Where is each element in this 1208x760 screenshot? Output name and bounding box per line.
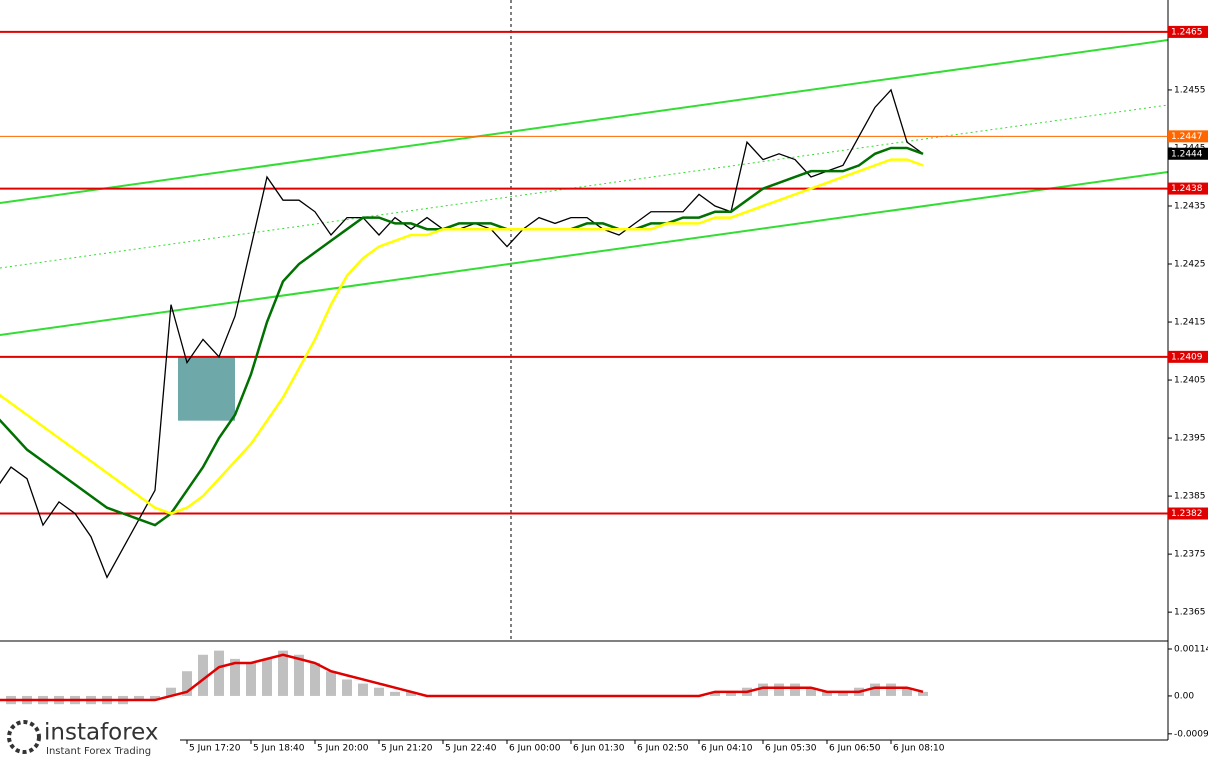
histogram-bar (822, 691, 832, 696)
y-tick-label: 0.00 (1174, 691, 1194, 701)
histogram-bar (374, 687, 384, 696)
x-tick-label: 6 Jun 05:30 (765, 744, 817, 754)
level-label-bg (1168, 507, 1208, 520)
histogram-bar (902, 687, 912, 696)
series-line (0, 146, 924, 527)
histogram-bar (406, 691, 416, 696)
y-tick-label: 1.2455 (1174, 85, 1206, 95)
histogram-bar (342, 679, 352, 696)
channel-upper (0, 39, 1168, 204)
level-label: 1.2409 (1171, 352, 1203, 362)
histogram-bar (310, 663, 320, 696)
histogram-bar (294, 654, 304, 696)
last-price-label: 1.2444 (1171, 149, 1203, 159)
level-label-bg (1168, 182, 1208, 195)
histogram-bar (214, 650, 224, 696)
histogram-bar (758, 683, 768, 696)
histogram-bar (134, 695, 144, 701)
x-tick-label: 5 Jun 17:20 (189, 744, 241, 754)
histogram-bar (886, 683, 896, 696)
channel-mid (0, 104, 1168, 269)
x-tick-label: 5 Jun 22:40 (445, 744, 497, 754)
histogram-bar (166, 687, 176, 696)
histogram-bar (774, 683, 784, 696)
pivot-label-bg (1168, 130, 1208, 143)
pivot-label: 1.2447 (1171, 132, 1203, 142)
y-tick-label: 1.2425 (1174, 260, 1206, 270)
logo-name: instaforex (44, 720, 159, 746)
histogram-bar (358, 683, 368, 696)
logo-icon (7, 720, 41, 754)
level-label: 1.2382 (1171, 509, 1203, 519)
entry-zone (178, 356, 235, 421)
y-tick-label: 1.2395 (1174, 434, 1206, 444)
plot-area (0, 650, 928, 705)
histogram-bar (198, 654, 208, 696)
histogram-bar (838, 691, 848, 696)
channel-lower (0, 171, 1168, 336)
histogram-bar (262, 658, 272, 696)
x-tick-label: 5 Jun 20:00 (317, 744, 369, 754)
x-tick-label: 6 Jun 08:10 (893, 744, 945, 754)
y-tick-label: 1.2435 (1174, 201, 1206, 211)
plot-area (0, 30, 1168, 579)
histogram-bar (390, 691, 400, 696)
y-tick-label: -0.00092 (1174, 729, 1208, 739)
y-tick-label: 1.2385 (1174, 492, 1206, 502)
x-tick-label: 6 Jun 00:00 (509, 744, 561, 754)
histogram-bar (246, 663, 256, 696)
last-price-bg (1168, 147, 1208, 160)
y-tick-label: 1.2405 (1174, 376, 1206, 386)
histogram-bar (230, 658, 240, 696)
histogram-bar (726, 691, 736, 696)
histogram-bar (326, 671, 336, 696)
logo-tagline: Instant Forex Trading (46, 746, 151, 757)
drawings (0, 0, 1168, 640)
logo: instaforex Instant Forex Trading (0, 714, 180, 760)
histogram-bar (790, 683, 800, 696)
x-tick-label: 6 Jun 02:50 (637, 744, 689, 754)
histogram-bar (278, 650, 288, 696)
x-tick-label: 6 Jun 06:50 (829, 744, 881, 754)
x-tick-label: 5 Jun 18:40 (253, 744, 305, 754)
histogram-bar (150, 695, 160, 701)
series-line (0, 158, 924, 515)
x-tick-label: 5 Jun 21:20 (381, 744, 433, 754)
x-tick-label: 6 Jun 01:30 (573, 744, 625, 754)
level-label: 1.2465 (1171, 27, 1203, 37)
histogram-bar (918, 691, 928, 696)
x-tick-label: 6 Jun 04:10 (701, 744, 753, 754)
level-label: 1.2438 (1171, 184, 1203, 194)
level-label-bg (1168, 350, 1208, 363)
level-label-bg (1168, 25, 1208, 38)
histogram-bar (710, 691, 720, 696)
y-tick-label: 0.00114 (1174, 645, 1208, 655)
y-tick-label: 1.2415 (1174, 318, 1206, 328)
histogram-bar (806, 687, 816, 696)
histogram-bar (182, 671, 192, 696)
y-tick-label: 1.2375 (1174, 550, 1206, 560)
histogram-bar (870, 683, 880, 696)
y-tick-label: 1.2365 (1174, 608, 1206, 618)
series-line (0, 653, 924, 702)
